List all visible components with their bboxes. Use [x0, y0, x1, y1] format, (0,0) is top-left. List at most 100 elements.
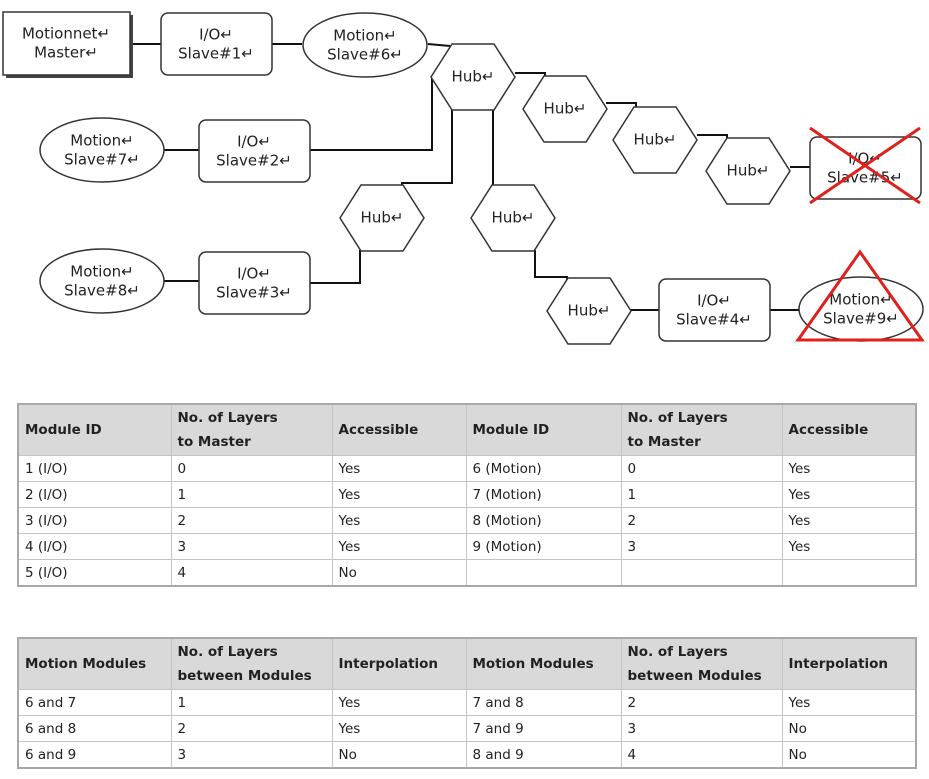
cell: 3: [620, 715, 783, 742]
header-cell: No. of Layers between Modules: [170, 637, 333, 690]
header-text: No. of Layers: [177, 410, 278, 426]
link: [401, 110, 453, 186]
cell: 4: [170, 559, 333, 587]
cell: Yes: [781, 507, 917, 534]
link: [697, 134, 728, 140]
node-label: Slave#2↵: [216, 152, 292, 170]
cell: 3: [620, 533, 783, 560]
node-label: Hub↵: [568, 302, 611, 320]
node-box: [658, 278, 771, 342]
cell: 9 (Motion): [465, 533, 622, 560]
hub-hexagon: [430, 43, 516, 111]
node-label: Motion↵: [70, 132, 133, 150]
triangle-mark: [795, 249, 925, 342]
header-text: Module ID: [25, 422, 102, 438]
node-label: I/O↵: [237, 133, 271, 151]
header-cell: Accessible: [781, 403, 917, 456]
node-label: I/O↵: [848, 150, 882, 168]
link: [427, 43, 451, 47]
cell: 1: [170, 689, 333, 716]
cell: 2: [620, 507, 783, 534]
cell: [781, 559, 917, 587]
header-text: Motion Modules: [25, 656, 147, 672]
link: [515, 72, 546, 78]
cell: Yes: [781, 481, 917, 508]
table: Module ID No. of Layers to Master Accessibl…: [17, 403, 917, 587]
cell: 6 (Motion): [465, 455, 622, 482]
node-label: I/O↵: [237, 265, 271, 283]
node-label: I/O↵: [199, 26, 233, 44]
cell: Yes: [781, 689, 917, 716]
node-label: Slave#9↵: [823, 310, 899, 328]
node-label: Hub↵: [544, 100, 587, 118]
header-text: No. of Layers: [177, 644, 278, 660]
cell: Yes: [331, 533, 467, 560]
node-label: Hub↵: [452, 68, 495, 86]
node-label: Slave#8↵: [64, 282, 140, 300]
link: [534, 250, 568, 280]
node-label: Motion↵: [333, 27, 396, 45]
hub-hexagon: [546, 277, 632, 345]
header-text: Interpolation: [788, 656, 889, 672]
cell: 2: [170, 715, 333, 742]
cell: Yes: [781, 533, 917, 560]
header-text: Module ID: [472, 422, 550, 438]
cell: No: [331, 741, 467, 769]
cell: 7 and 8: [465, 689, 622, 716]
hub-hexagon: [522, 75, 608, 143]
cross-mark: [809, 126, 921, 205]
hub-hexagon: [705, 137, 791, 205]
cell: 7 (Motion): [465, 481, 622, 508]
node-ellipse: [39, 117, 165, 183]
cell: Yes: [331, 481, 467, 508]
table: Motion Modules No. of Layers between Modul…: [17, 637, 917, 769]
hub-hexagon: [339, 184, 425, 252]
header-cell: Interpolation: [781, 637, 917, 690]
cell: 1: [620, 481, 783, 508]
hub-hexagon: [470, 184, 556, 252]
header-cell: No. of Layers between Modules: [620, 637, 783, 690]
header-text: No. of Layers: [627, 410, 728, 426]
link: [606, 102, 637, 109]
header-cell: Accessible: [331, 403, 467, 456]
header-cell: No. of Layers to Master: [620, 403, 783, 456]
cell: 3 (I/O): [17, 507, 172, 534]
cell: Yes: [331, 455, 467, 482]
header-cell: Motion Modules: [17, 637, 172, 690]
node-label: Motion↵: [70, 263, 133, 281]
node-label: Hub↵: [634, 131, 677, 149]
cell: 3: [170, 533, 333, 560]
cell: [465, 559, 622, 587]
node-ellipse: [302, 12, 428, 78]
node-label: Motionnet↵: [22, 25, 110, 43]
cell: Yes: [781, 455, 917, 482]
status-marks: [795, 126, 925, 342]
node-label: Slave#4↵: [676, 311, 752, 329]
cell: 1: [170, 481, 333, 508]
cell: 8 (Motion): [465, 507, 622, 534]
header-text: Accessible: [788, 422, 869, 438]
cell: No: [781, 741, 917, 769]
header-text: to Master: [627, 434, 701, 450]
link: [310, 78, 433, 151]
cell: 0: [170, 455, 333, 482]
cell: 0: [620, 455, 783, 482]
cell: No: [331, 559, 467, 587]
header-text: between Modules: [627, 668, 762, 684]
cell: 4 (I/O): [17, 533, 172, 560]
cell: 8 and 9: [465, 741, 622, 769]
header-text: No. of Layers: [627, 644, 728, 660]
header-cell: Motion Modules: [465, 637, 622, 690]
cell: 6 and 7: [17, 689, 172, 716]
header-cell: Module ID: [17, 403, 172, 456]
node-label: Master↵: [34, 44, 98, 62]
node-label: Hub↵: [361, 209, 404, 227]
cell: Yes: [331, 689, 467, 716]
cell: Yes: [331, 715, 467, 742]
header-text: Accessible: [338, 422, 419, 438]
node-label: I/O↵: [697, 292, 731, 310]
cell: Yes: [331, 507, 467, 534]
hub-hexagon: [612, 106, 698, 174]
cell: 6 and 8: [17, 715, 172, 742]
